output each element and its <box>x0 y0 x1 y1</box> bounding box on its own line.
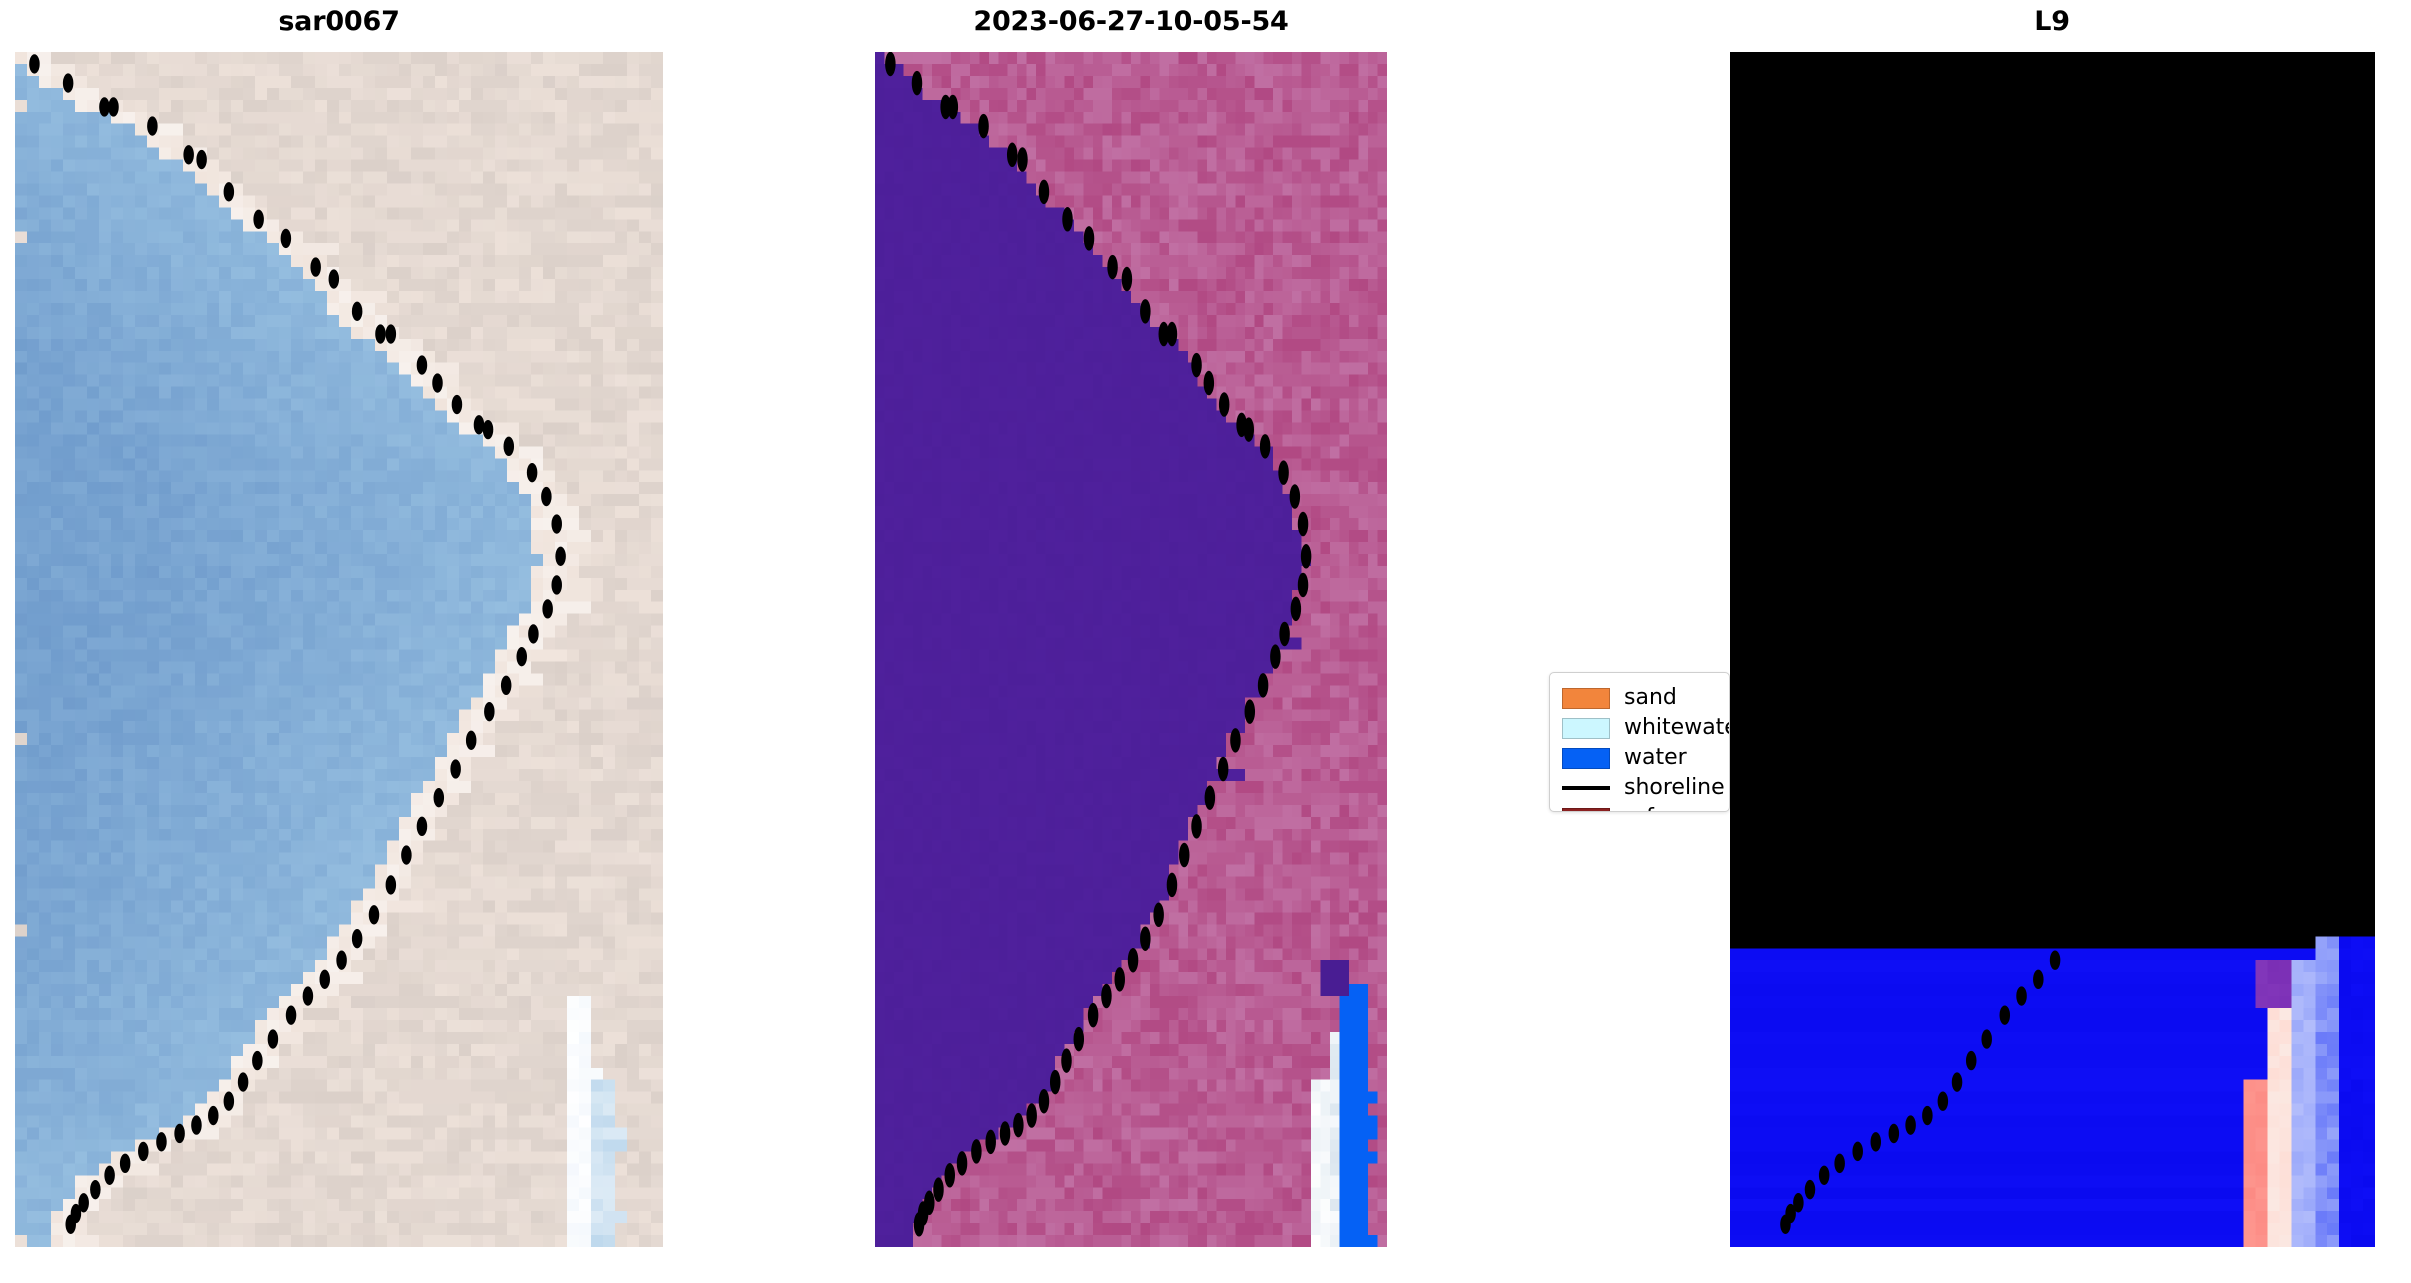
legend-label-sand: sand <box>1624 685 1677 710</box>
legend-item-sand: sand <box>1562 683 1717 713</box>
legend-label-whitewater: whitewater <box>1624 715 1729 740</box>
legend-label-shoreline: shoreline <box>1624 775 1725 800</box>
legend-item-whitewater: whitewater <box>1562 713 1729 743</box>
panel-title-classified: 2023-06-27-10-05-54 <box>973 6 1289 37</box>
legend-label-water: water <box>1624 745 1687 770</box>
legend-item-shoreline: shoreline <box>1562 773 1725 803</box>
rgb-raster <box>15 52 663 1247</box>
reference-shoreline-swatch-icon <box>1562 807 1610 811</box>
classification-raster <box>875 52 1387 1247</box>
index-raster <box>1730 52 2375 1247</box>
panel-classified-image[interactable] <box>875 52 1387 1247</box>
legend-box: sand whitewater water shoreline referenc… <box>1549 672 1730 812</box>
panel-rgb-image[interactable] <box>15 52 663 1247</box>
water-swatch-icon <box>1562 747 1610 769</box>
whitewater-swatch-icon <box>1562 717 1610 739</box>
legend-item-reference-shoreline: reference shoreline <box>1562 803 1729 811</box>
legend-label-reference-shoreline: reference shoreline <box>1624 803 1729 811</box>
panel-title-index: L9 <box>2034 6 2070 37</box>
panel-title-rgb: sar0067 <box>278 6 400 37</box>
panel-index-image[interactable] <box>1730 52 2375 1247</box>
legend-item-water: water <box>1562 743 1717 773</box>
shoreline-line-icon <box>1562 786 1610 790</box>
sand-swatch-icon <box>1562 687 1610 709</box>
